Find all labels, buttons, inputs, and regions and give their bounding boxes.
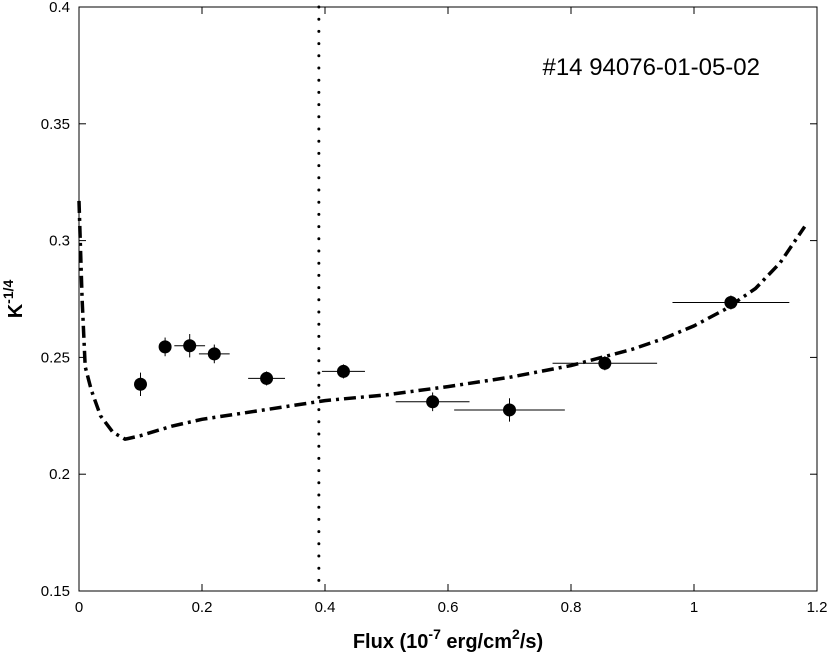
y-tick-label: 0.2 bbox=[49, 466, 70, 483]
plot-area-frame bbox=[78, 6, 818, 592]
y-axis-ticks: 0.15 0.2 0.25 0.3 0.35 0.4 bbox=[41, 0, 817, 600]
y-tick-label: 0.35 bbox=[41, 116, 70, 133]
data-point-marker bbox=[724, 296, 738, 310]
y-tick-label: 0.25 bbox=[41, 349, 70, 366]
data-point-marker bbox=[260, 371, 274, 385]
model-curve bbox=[77, 200, 807, 442]
data-point-marker bbox=[158, 340, 172, 354]
data-point-marker bbox=[183, 339, 197, 353]
data-point-marker bbox=[134, 377, 147, 391]
x-tick-label: 0.4 bbox=[315, 599, 336, 616]
data-points bbox=[134, 295, 790, 422]
x-axis-label: Flux (10-7 erg/cm2/s) bbox=[353, 626, 543, 653]
data-point-marker bbox=[207, 347, 221, 361]
y-tick-label: 0.4 bbox=[49, 0, 70, 16]
data-point-marker bbox=[598, 356, 612, 370]
x-axis-ticks: 0 0.2 0.4 0.6 0.8 1 1.2 bbox=[75, 7, 828, 616]
y-tick-label: 0.15 bbox=[41, 583, 70, 600]
y-axis-label: K-1/4 bbox=[0, 279, 27, 318]
chart-annotation: #14 94076-01-05-02 bbox=[542, 54, 760, 81]
x-tick-label: 0.8 bbox=[561, 599, 582, 616]
dash-dot-curve bbox=[77, 200, 807, 442]
data-point-marker bbox=[503, 403, 516, 417]
x-tick-label: 0 bbox=[75, 599, 83, 616]
data-point-marker bbox=[426, 395, 440, 409]
x-tick-label: 1 bbox=[690, 599, 698, 616]
y-tick-label: 0.3 bbox=[49, 233, 70, 250]
x-tick-label: 0.6 bbox=[438, 599, 459, 616]
x-tick-label: 1.2 bbox=[807, 599, 828, 616]
x-tick-label: 0.2 bbox=[192, 599, 213, 616]
data-point-marker bbox=[336, 364, 350, 378]
